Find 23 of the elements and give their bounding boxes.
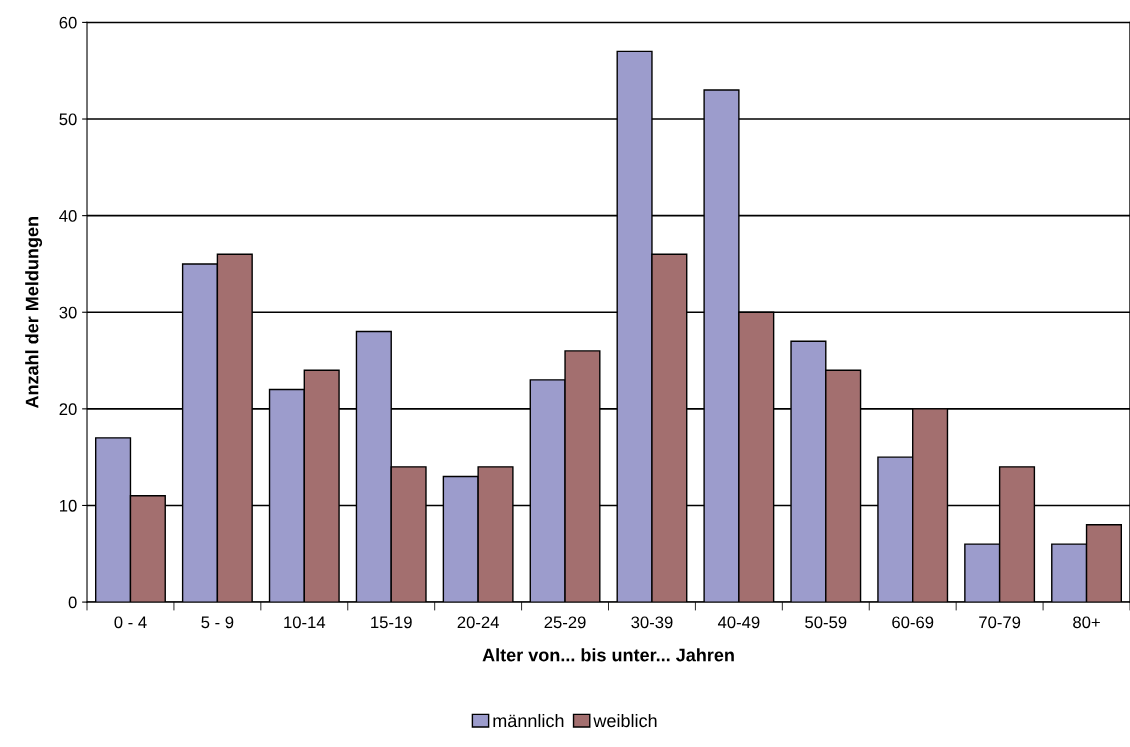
x-tick-label: 10-14	[284, 616, 326, 629]
x-tick-label: 20-24	[457, 616, 499, 629]
legend-label: männlich	[493, 713, 564, 728]
x-tick-label: 40-49	[717, 616, 760, 629]
x-tick-label: 0 - 4	[114, 616, 147, 629]
y-tick-label: 10	[60, 499, 77, 512]
y-tick-label: 0	[68, 596, 77, 609]
y-tick-label: 20	[59, 403, 77, 416]
y-tick-label: 30	[59, 306, 77, 319]
x-axis-title: Alter von... bis unter... Jahren	[482, 648, 734, 662]
x-tick-label: 15-19	[371, 616, 412, 629]
x-tick-label: 70-79	[979, 616, 1021, 629]
x-tick-label: 50-59	[805, 616, 847, 629]
x-tick-label: 25-29	[544, 616, 586, 629]
y-axis-title: Anzahl der Meldungen	[25, 217, 43, 409]
x-tick-label: 30-39	[631, 616, 673, 629]
y-tick-label: 40	[59, 210, 77, 222]
y-tick-label: 60	[59, 16, 77, 29]
y-tick-label: 50	[59, 113, 77, 126]
legend-label: weiblich	[593, 713, 657, 728]
x-tick-label: 80+	[1073, 616, 1100, 629]
x-tick-label: 5 - 9	[201, 616, 234, 629]
x-tick-label: 60-69	[892, 616, 934, 629]
